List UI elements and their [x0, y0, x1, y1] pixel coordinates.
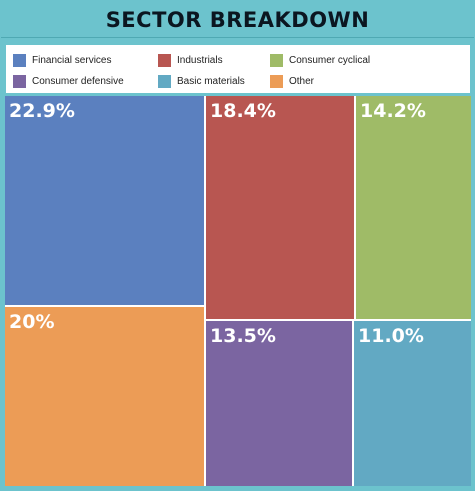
- legend-label: Other: [289, 75, 315, 87]
- legend-swatch: [13, 74, 26, 88]
- legend-swatch: [13, 53, 26, 67]
- legend-item-consumer-defensive: Consumer defensive: [13, 73, 124, 89]
- legend-swatch: [270, 74, 283, 88]
- tile-basic-materials: 11.0%: [354, 321, 471, 486]
- tile-financial-services: 22.9%: [5, 96, 204, 305]
- legend-item-basic-materials: Basic materials: [158, 73, 245, 89]
- title-bar: SECTOR BREAKDOWN: [1, 2, 474, 38]
- legend-item-industrials: Industrials: [158, 52, 223, 68]
- legend-item-other: Other: [270, 73, 314, 89]
- legend-label: Basic materials: [177, 75, 245, 87]
- legend-label: Industrials: [177, 54, 223, 66]
- legend-label: Financial services: [32, 54, 112, 66]
- legend-label: Consumer defensive: [32, 75, 124, 87]
- tile-value-label: 22.9%: [9, 100, 75, 122]
- tile-industrials: 18.4%: [206, 96, 354, 319]
- legend: Financial services Industrials Consumer …: [6, 45, 470, 93]
- tile-consumer-defensive: 13.5%: [206, 321, 352, 486]
- legend-label: Consumer cyclical: [289, 54, 371, 66]
- legend-swatch: [158, 74, 171, 88]
- tile-value-label: 11.0%: [358, 325, 424, 347]
- chart-title: SECTOR BREAKDOWN: [105, 7, 370, 32]
- treemap: 22.9% 18.4% 14.2% 20% 13.5% 11.0%: [5, 96, 471, 486]
- legend-item-consumer-cyclical: Consumer cyclical: [270, 52, 370, 68]
- tile-value-label: 20%: [9, 311, 55, 333]
- legend-swatch: [158, 53, 171, 67]
- legend-swatch: [270, 53, 283, 67]
- tile-value-label: 13.5%: [210, 325, 276, 347]
- tile-value-label: 18.4%: [210, 100, 276, 122]
- tile-other: 20%: [5, 307, 204, 486]
- legend-item-financial-services: Financial services: [13, 52, 111, 68]
- tile-value-label: 14.2%: [360, 100, 426, 122]
- tile-consumer-cyclical: 14.2%: [356, 96, 471, 319]
